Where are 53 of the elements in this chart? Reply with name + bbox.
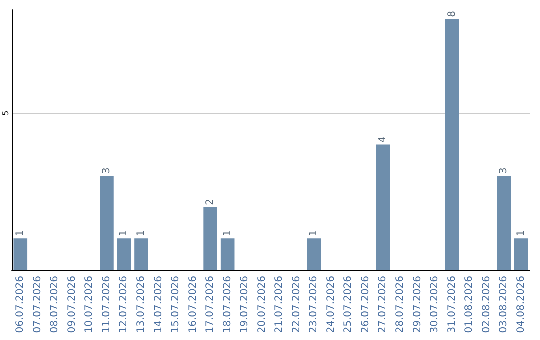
x-tick-label: 10.07.2026: [84, 276, 96, 334]
x-tick-label: 07.07.2026: [32, 276, 44, 334]
x-tick-label: 26.07.2026: [360, 276, 372, 334]
x-tick-label: 14.07.2026: [153, 276, 164, 334]
x-tick-label: 01.08.2026: [464, 276, 476, 334]
x-tick-label: 12.07.2026: [118, 276, 130, 334]
x-tick-label: 03.08.2026: [498, 276, 510, 334]
x-tick-label: 22.07.2026: [291, 276, 302, 334]
data-label: 1: [222, 230, 234, 237]
bar: [307, 238, 322, 270]
data-label: 1: [516, 230, 527, 237]
bar: [514, 238, 528, 270]
y-tick-label: 5: [2, 110, 10, 116]
x-tick-label: 11.07.2026: [101, 276, 112, 334]
x-tick-label: 17.07.2026: [205, 276, 216, 334]
x-tick-label: 18.07.2026: [222, 276, 234, 334]
x-tick-label: 25.07.2026: [343, 276, 354, 334]
bar: [204, 207, 218, 270]
bar: [134, 238, 148, 270]
x-tick-label: 13.07.2026: [136, 276, 147, 334]
x-tick-label: 04.08.2026: [516, 276, 527, 334]
x-tick-label: 31.07.2026: [446, 276, 458, 334]
bar: [376, 144, 390, 270]
x-tick-label: 06.07.2026: [15, 276, 26, 334]
x-tick-label: 21.07.2026: [274, 276, 286, 334]
data-label: 1: [118, 230, 130, 237]
x-tick-label: 30.07.2026: [430, 276, 441, 334]
x-tick-label: 27.07.2026: [378, 276, 389, 334]
data-label: 1: [136, 230, 147, 237]
x-tick-label: 29.07.2026: [412, 276, 424, 334]
x-tick-label: 20.07.2026: [256, 276, 268, 334]
x-tick-label: 15.07.2026: [170, 276, 182, 334]
x-tick-label: 08.07.2026: [50, 276, 61, 334]
bar: [14, 238, 28, 270]
x-tick-label: 09.07.2026: [66, 276, 78, 334]
data-label: 1: [15, 230, 26, 237]
data-label: 2: [205, 198, 216, 206]
x-tick-label: 19.07.2026: [240, 276, 251, 334]
x-tick-label: 23.07.2026: [308, 276, 320, 334]
data-label: 4: [378, 136, 389, 143]
x-tick-label: 28.07.2026: [395, 276, 406, 334]
bar: [445, 19, 460, 270]
data-label: 3: [101, 168, 112, 174]
bar: [220, 238, 235, 270]
data-label: 3: [498, 168, 510, 174]
bar: [497, 176, 512, 270]
bar: [100, 176, 114, 270]
x-tick-label: 24.07.2026: [326, 276, 337, 334]
data-label: 8: [446, 11, 458, 18]
bar: [117, 238, 132, 270]
x-tick-label: 16.07.2026: [188, 276, 199, 334]
x-tick-label: 02.08.2026: [481, 276, 492, 334]
data-label: 1: [308, 230, 320, 237]
